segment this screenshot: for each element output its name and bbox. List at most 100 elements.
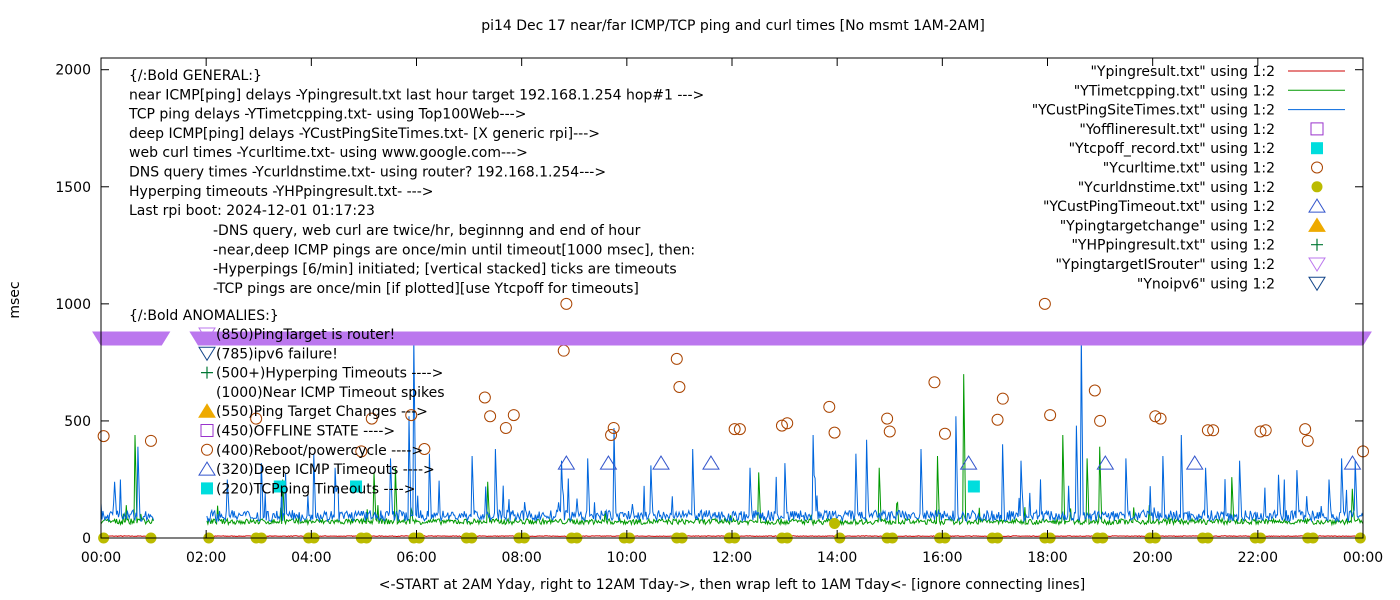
general-annotation-line: web curl times -Ycurltime.txt- using www… xyxy=(129,145,528,161)
y-tick-label: 0 xyxy=(82,531,91,547)
legend-label: "Ycurltime.txt" using 1:2 xyxy=(1103,161,1275,177)
legend-label: "Ytcpoff_record.txt" using 1:2 xyxy=(1069,141,1275,157)
legend-marker-swatch xyxy=(1308,198,1326,213)
x-tick-label: 00:00 xyxy=(81,550,121,566)
series-line-1 xyxy=(100,374,1364,527)
legend-marker-swatch xyxy=(1308,276,1326,292)
data-point-5-2 xyxy=(652,455,670,470)
data-point-3-20 xyxy=(996,392,1009,405)
y-tick-label: 500 xyxy=(64,414,91,430)
anomaly-line: (1000)Near ICMP Timeout spikes xyxy=(216,385,445,401)
data-point-4-25 xyxy=(829,517,841,529)
data-point-5-6 xyxy=(1185,455,1204,470)
x-tick-label: 10:00 xyxy=(607,550,647,566)
data-point-5-3 xyxy=(702,455,720,470)
x-tick-label: 02:00 xyxy=(186,550,226,566)
data-point-3-7 xyxy=(365,412,378,425)
data-point-3-0 xyxy=(97,430,110,443)
legend-marker-swatch xyxy=(1311,161,1323,174)
chart-title: pi14 Dec 17 near/far ICMP/TCP ping and c… xyxy=(481,18,985,34)
general-annotation-line: TCP ping delays -YTimetcpping.txt- using… xyxy=(128,107,526,123)
data-point-3-18 xyxy=(938,427,951,440)
data-point-5-1 xyxy=(599,455,618,470)
legend-marker-swatch xyxy=(1308,257,1326,272)
anomaly-marker xyxy=(201,482,213,495)
data-point-3-6 xyxy=(673,380,686,393)
data-point-3-12 xyxy=(605,428,618,441)
anomaly-line: (550)Ping Target Changes ---> xyxy=(216,404,428,420)
general-annotation-line: Last rpi boot: 2024-12-01 01:17:23 xyxy=(129,203,375,219)
data-point-5-5 xyxy=(1096,455,1115,470)
anomaly-line: (220)TCPping Timeouts ----> xyxy=(216,481,415,497)
data-point-5-0 xyxy=(557,455,576,470)
data-point-3-36 xyxy=(775,419,788,432)
anomaly-line: (785)ipv6 failure! xyxy=(216,346,338,362)
data-point-3-30 xyxy=(1259,424,1272,437)
data-point-3-29 xyxy=(1254,425,1267,438)
legend-label: "Ypingtargetchange" using 1:2 xyxy=(1060,218,1275,234)
x-tick-label: 04:00 xyxy=(291,550,331,566)
anomaly-marker xyxy=(200,424,214,437)
x-tick-label: 00:00 xyxy=(1343,550,1383,566)
x-tick-label: 06:00 xyxy=(396,550,436,566)
data-point-3-21 xyxy=(1038,297,1051,310)
anomaly-marker xyxy=(201,366,213,379)
y-tick-label: 1000 xyxy=(55,297,91,313)
data-point-3-22 xyxy=(1044,409,1057,422)
general-annotation-line: near ICMP[ping] delays -Ypingresult.txt … xyxy=(129,87,704,103)
x-tick-label: 16:00 xyxy=(922,550,962,566)
y-tick-label: 1500 xyxy=(55,180,91,196)
notes-annotation-line: -Hyperpings [6/min] initiated; [vertical… xyxy=(213,262,677,278)
annotation-block: {/:Bold GENERAL:} near ICMP[ping] delays … xyxy=(128,68,704,497)
x-tick-label: 22:00 xyxy=(1238,550,1278,566)
data-point-3-2 xyxy=(557,344,570,357)
legend-marker-swatch xyxy=(1311,238,1323,251)
legend-marker-swatch xyxy=(1310,122,1324,136)
anomaly-line: (500+)Hyperping Timeouts ----> xyxy=(216,366,443,382)
data-point-3-24 xyxy=(1094,414,1107,427)
data-point-3-14 xyxy=(828,426,841,439)
anomaly-marker xyxy=(201,443,213,456)
legend-marker-swatch xyxy=(1311,142,1323,155)
anomalies-header: {/:Bold ANOMALIES:} xyxy=(129,308,279,324)
data-point-3-39 xyxy=(250,412,263,425)
general-annotation-line: Hyperping timeouts -YHPpingresult.txt- -… xyxy=(129,184,434,200)
legend-label: "YCustPingTimeout.txt" using 1:2 xyxy=(1043,199,1275,215)
data-point-3-4 xyxy=(607,421,620,434)
data-point-3-27 xyxy=(1201,424,1214,437)
legend-label: "YHPpingresult.txt" using 1:2 xyxy=(1071,238,1275,254)
general-annotation-line: {/:Bold GENERAL:} xyxy=(129,68,262,84)
anomaly-marker xyxy=(198,327,216,342)
legend-label: "Yofflineresult.txt" using 1:2 xyxy=(1079,122,1275,138)
anomaly-line: (400)Reboot/powercycle ----> xyxy=(216,443,423,459)
general-annotation-line: DNS query times -Ycurldnstime.txt- using… xyxy=(129,165,606,181)
data-point-3-1 xyxy=(144,434,157,447)
data-point-3-11 xyxy=(507,409,520,422)
data-point-3-31 xyxy=(1299,423,1312,436)
legend-label: "Ypingresult.txt" using 1:2 xyxy=(1090,64,1275,80)
anomaly-marker xyxy=(198,403,216,418)
general-annotation-line: deep ICMP[ping] delays -YCustPingSiteTim… xyxy=(129,126,600,142)
legend-marker-swatch xyxy=(1308,217,1326,232)
data-point-6-0 xyxy=(273,480,286,493)
data-point-3-40 xyxy=(418,443,431,456)
legend-label: "Ycurldnstime.txt" using 1:2 xyxy=(1078,180,1275,196)
data-point-3-8 xyxy=(478,391,491,404)
anomaly-marker xyxy=(198,346,216,362)
legend-marker-swatch xyxy=(1311,181,1323,193)
data-point-3-26 xyxy=(1154,412,1167,425)
data-point-3-34 xyxy=(728,423,741,436)
data-point-3-35 xyxy=(733,423,746,436)
x-tick-label: 08:00 xyxy=(501,550,541,566)
data-point-3-23 xyxy=(1088,384,1101,397)
data-point-3-15 xyxy=(881,412,894,425)
notes-annotation-line: -DNS query, web curl are twice/hr, begin… xyxy=(213,223,641,239)
y-axis-label: msec xyxy=(7,281,23,318)
legend-label: "YTimetcpping.txt" using 1:2 xyxy=(1074,83,1275,99)
data-point-3-37 xyxy=(781,417,794,430)
data-point-5-7 xyxy=(1343,455,1362,470)
data-point-3-25 xyxy=(1149,410,1162,423)
notes-annotation-line: -TCP pings are once/min [if plotted][use… xyxy=(213,281,639,297)
x-tick-label: 12:00 xyxy=(712,550,752,566)
data-point-3-13 xyxy=(823,400,836,413)
